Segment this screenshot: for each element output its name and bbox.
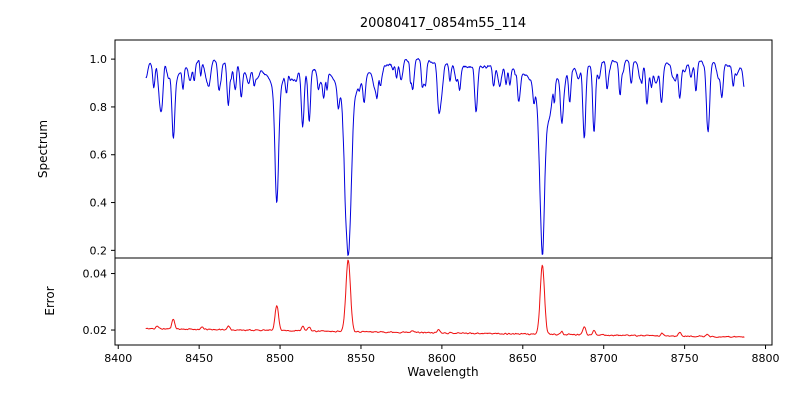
error-line xyxy=(145,259,745,338)
chart-layer: 8400 8450 8500 8550 8600 8650 8700 8750 8800 0.2 0… xyxy=(83,39,780,365)
spectrum-line xyxy=(145,58,745,256)
x-tick-label: 8650 xyxy=(509,352,537,365)
x-tick-label: 8450 xyxy=(185,352,213,365)
chart-title: 20080417_0854m55_114 xyxy=(360,16,526,31)
bottom-panel-border xyxy=(114,257,773,346)
x-tick-label: 8700 xyxy=(590,352,618,365)
x-tick-label: 8750 xyxy=(671,352,699,365)
y-tick-label: 0.2 xyxy=(90,244,108,257)
x-tick-label: 8500 xyxy=(266,352,294,365)
y-axis-label-spectrum: Spectrum xyxy=(36,120,50,178)
x-tick-label: 8550 xyxy=(347,352,375,365)
y-axis-label-error: Error xyxy=(43,286,57,315)
y-tick-label: 0.6 xyxy=(90,149,108,162)
x-axis-label: Wavelength xyxy=(407,365,478,379)
y-tick-label: 0.02 xyxy=(83,324,108,337)
y-tick-label: 0.8 xyxy=(90,101,108,114)
y-tick-label: 0.4 xyxy=(90,197,108,210)
x-tick-label: 8800 xyxy=(752,352,780,365)
x-tick-label: 8400 xyxy=(104,352,132,365)
x-tick-label: 8600 xyxy=(428,352,456,365)
y-tick-label: 0.04 xyxy=(83,268,108,281)
y-tick-label: 1.0 xyxy=(90,53,108,66)
